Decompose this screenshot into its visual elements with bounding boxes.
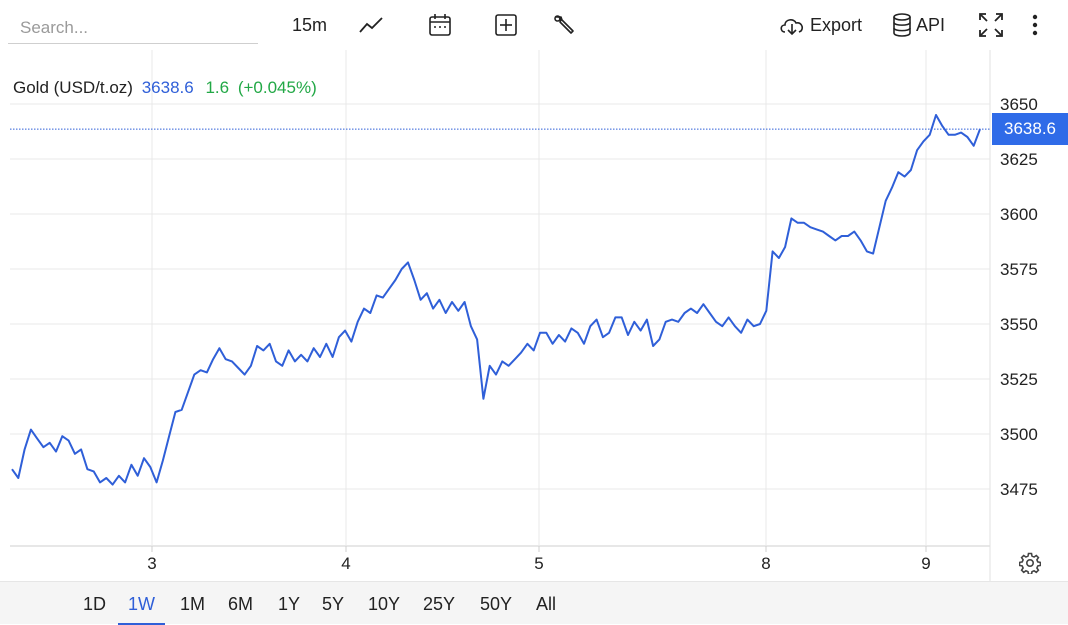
wrench-icon[interactable]	[552, 10, 576, 40]
y-tick-label: 3625	[1000, 150, 1038, 169]
x-tick-label: 5	[534, 554, 543, 573]
toolbar: 15m Export API	[0, 0, 1068, 50]
price-change: 1.6	[205, 78, 230, 97]
cloud-download-icon	[780, 19, 803, 36]
y-tick-label: 3600	[1000, 205, 1038, 224]
chart-type-icon[interactable]	[358, 10, 384, 40]
range-button-all[interactable]: All	[536, 594, 557, 614]
x-tick-label: 3	[147, 554, 156, 573]
search-input[interactable]	[8, 12, 258, 44]
add-indicator-icon[interactable]	[494, 10, 518, 40]
instrument-name: Gold (USD/t.oz)	[13, 78, 133, 97]
interval-label: 15m	[292, 14, 328, 35]
range-selector: 1D 1W 1M 6M 1Y 5Y 10Y 25Y 50Y All	[0, 581, 1068, 625]
range-button-5y[interactable]: 5Y	[322, 594, 345, 614]
interval-selector[interactable]: 15m	[292, 10, 327, 40]
chart-legend: Gold (USD/t.oz) 3638.6 1.6 (+0.045%)	[13, 78, 317, 98]
current-price: 3638.6	[141, 78, 194, 97]
database-icon	[893, 13, 911, 37]
range-button-6m[interactable]: 6M	[228, 594, 254, 614]
gear-icon[interactable]	[1018, 552, 1042, 576]
range-button-1y[interactable]: 1Y	[278, 594, 301, 614]
y-tick-label: 3650	[1000, 95, 1038, 114]
last-price-tag: 3638.6	[992, 113, 1068, 146]
y-tick-label: 3550	[1000, 315, 1038, 334]
y-tick-label: 3575	[1000, 260, 1038, 279]
calendar-icon[interactable]	[428, 10, 452, 40]
y-tick-label: 3525	[1000, 370, 1038, 389]
export-button[interactable]: Export	[778, 10, 862, 40]
chart-grid	[10, 50, 991, 581]
more-vertical-icon[interactable]	[1030, 10, 1040, 40]
range-button-1w[interactable]: 1W	[118, 594, 165, 625]
x-axis: 3 4 5 8 9	[147, 554, 930, 573]
y-axis: 3475 3500 3525 3550 3575 3600 3625 3650	[1000, 95, 1038, 499]
y-tick-label: 3475	[1000, 480, 1038, 499]
y-tick-label: 3500	[1000, 425, 1038, 444]
range-button-1m[interactable]: 1M	[180, 594, 206, 614]
range-button-25y[interactable]: 25Y	[423, 594, 456, 614]
series-line-gold	[11, 114, 981, 486]
price-chart[interactable]: 3475 3500 3525 3550 3575 3600 3625 3650 3 4 5 8 9	[0, 0, 1068, 581]
export-label: Export	[810, 14, 863, 35]
api-label: API	[916, 14, 946, 35]
x-tick-label: 9	[921, 554, 930, 573]
price-change-percent: (+0.045%)	[237, 78, 317, 97]
api-button[interactable]: API	[892, 10, 945, 40]
range-button-10y[interactable]: 10Y	[368, 594, 401, 614]
range-button-50y[interactable]: 50Y	[480, 594, 513, 614]
range-button-1d[interactable]: 1D	[83, 594, 107, 614]
fullscreen-icon[interactable]	[978, 10, 1004, 40]
x-tick-label: 4	[341, 554, 350, 573]
x-tick-label: 8	[761, 554, 770, 573]
